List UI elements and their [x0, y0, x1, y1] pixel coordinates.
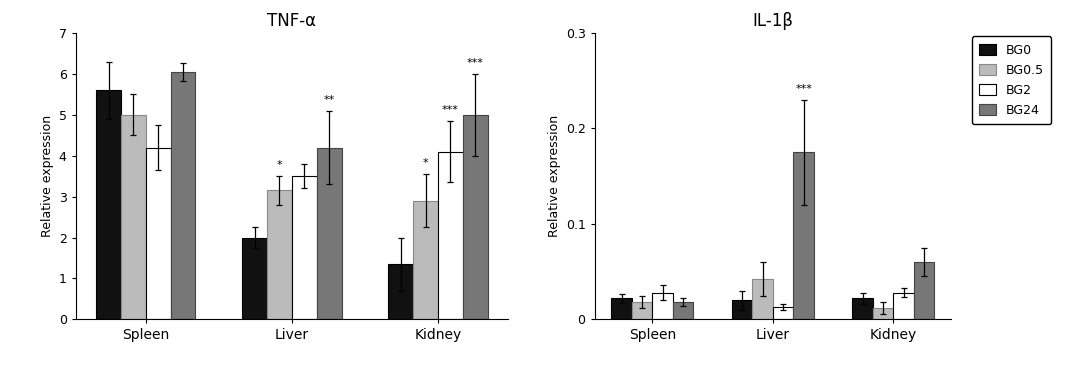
Bar: [873, 308, 893, 319]
Bar: [463, 115, 488, 319]
Bar: [793, 152, 814, 319]
Bar: [267, 190, 292, 319]
Bar: [121, 115, 146, 319]
Bar: [853, 298, 873, 319]
Bar: [171, 72, 196, 319]
Bar: [893, 292, 913, 319]
Bar: [146, 148, 171, 319]
Bar: [388, 264, 413, 319]
Bar: [632, 302, 653, 319]
Bar: [96, 90, 121, 319]
Bar: [732, 300, 752, 319]
Text: ***: ***: [442, 105, 458, 115]
Legend: BG0, BG0.5, BG2, BG24: BG0, BG0.5, BG2, BG24: [972, 36, 1051, 124]
Text: **: **: [323, 95, 335, 105]
Title: IL-1β: IL-1β: [752, 12, 793, 30]
Bar: [612, 298, 632, 319]
Bar: [752, 279, 773, 319]
Bar: [913, 262, 934, 319]
Text: ***: ***: [467, 58, 483, 68]
Text: ***: ***: [796, 84, 812, 94]
Bar: [242, 237, 267, 319]
Bar: [413, 201, 438, 319]
Bar: [438, 152, 463, 319]
Y-axis label: Relative expression: Relative expression: [548, 115, 561, 237]
Bar: [292, 176, 317, 319]
Text: *: *: [277, 160, 282, 170]
Text: *: *: [423, 159, 428, 168]
Bar: [773, 307, 793, 319]
Bar: [672, 302, 693, 319]
Bar: [653, 292, 672, 319]
Y-axis label: Relative expression: Relative expression: [41, 115, 54, 237]
Bar: [317, 148, 342, 319]
Title: TNF-α: TNF-α: [267, 12, 317, 30]
